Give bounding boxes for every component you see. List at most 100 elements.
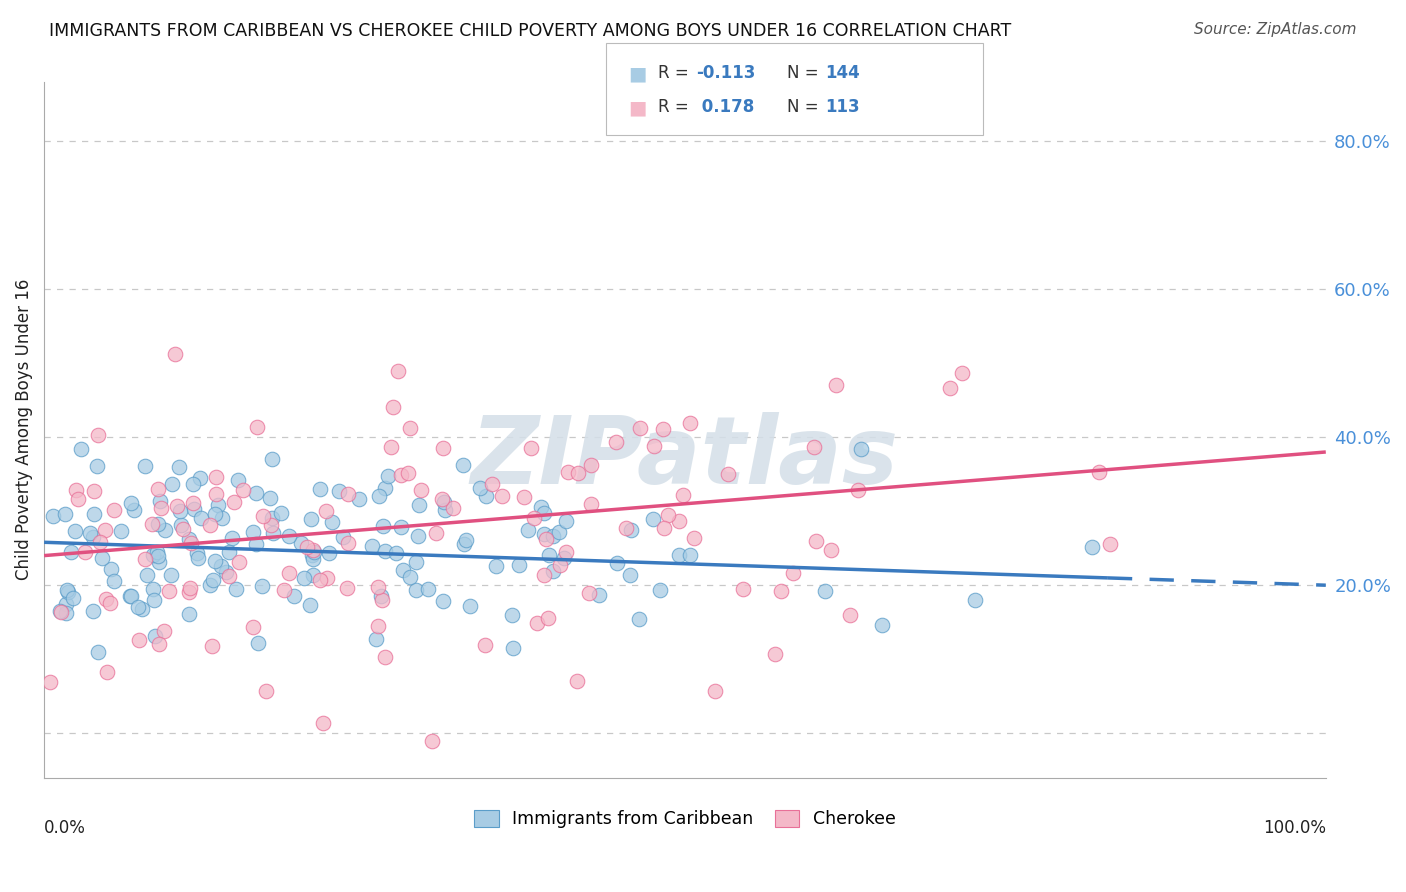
Point <box>221 531 243 545</box>
Text: ■: ■ <box>628 98 647 117</box>
Point <box>153 523 176 537</box>
Point <box>277 529 299 543</box>
Point <box>226 473 249 487</box>
Point <box>142 548 165 562</box>
Point <box>228 555 250 569</box>
Text: -0.113: -0.113 <box>696 64 755 82</box>
Point <box>146 545 169 559</box>
Point <box>82 604 104 618</box>
Point <box>547 525 569 540</box>
Point <box>136 568 159 582</box>
Point <box>628 420 651 434</box>
Point <box>157 584 180 599</box>
Point <box>641 512 664 526</box>
Point <box>89 534 111 549</box>
Point <box>204 507 226 521</box>
Point <box>374 481 396 495</box>
Point <box>49 604 72 618</box>
Point <box>839 607 862 622</box>
Point <box>180 536 202 550</box>
Point <box>508 558 530 572</box>
Point <box>120 589 142 603</box>
Point <box>389 520 412 534</box>
Point <box>299 512 322 526</box>
Point <box>165 347 187 361</box>
Point <box>475 489 498 503</box>
Point <box>160 477 183 491</box>
Point <box>453 537 475 551</box>
Point <box>460 599 482 613</box>
Point <box>302 543 325 558</box>
Point <box>312 716 335 731</box>
Point <box>49 605 72 619</box>
Point <box>371 519 394 533</box>
Point <box>468 482 491 496</box>
Text: R =: R = <box>658 98 695 116</box>
Point <box>370 589 392 603</box>
Point <box>200 518 222 533</box>
Point <box>567 467 589 481</box>
Point <box>211 511 233 525</box>
Point <box>1081 541 1104 555</box>
Point <box>96 591 118 606</box>
Point <box>717 467 740 481</box>
Point <box>87 428 110 442</box>
Point <box>202 573 225 587</box>
Point <box>533 526 555 541</box>
Point <box>65 483 87 497</box>
Point <box>485 558 508 573</box>
Point <box>148 482 170 496</box>
Point <box>207 498 229 512</box>
Point <box>128 633 150 648</box>
Point <box>42 508 65 523</box>
Point <box>678 548 700 562</box>
Text: 113: 113 <box>825 98 860 116</box>
Point <box>374 649 396 664</box>
Point <box>620 523 643 537</box>
Point <box>360 539 382 553</box>
Point <box>328 484 350 499</box>
Point <box>377 469 399 483</box>
Point <box>56 582 79 597</box>
Point <box>332 531 354 545</box>
Point <box>122 503 145 517</box>
Point <box>120 589 142 603</box>
Point <box>209 559 232 574</box>
Point <box>127 600 149 615</box>
Point <box>366 632 388 646</box>
Point <box>134 552 156 566</box>
Point <box>187 551 209 566</box>
Point <box>103 503 125 517</box>
Point <box>142 582 165 596</box>
Point <box>516 524 538 538</box>
Point <box>501 607 523 622</box>
Text: N =: N = <box>787 98 824 116</box>
Point <box>555 514 578 528</box>
Point <box>605 434 627 449</box>
Point <box>315 571 337 585</box>
Point <box>1088 465 1111 479</box>
Point <box>619 567 641 582</box>
Point <box>242 525 264 540</box>
Point <box>242 619 264 633</box>
Point <box>86 459 108 474</box>
Text: 100.0%: 100.0% <box>1263 820 1326 838</box>
Point <box>405 555 427 569</box>
Point <box>159 567 181 582</box>
Point <box>541 529 564 543</box>
Point <box>167 460 190 475</box>
Point <box>179 581 201 595</box>
Point <box>100 562 122 576</box>
Point <box>183 501 205 516</box>
Point <box>73 545 96 559</box>
Point <box>299 598 322 612</box>
Point <box>652 422 675 436</box>
Point <box>380 441 402 455</box>
Point <box>55 606 77 620</box>
Point <box>67 491 90 506</box>
Point <box>83 484 105 499</box>
Point <box>763 648 786 662</box>
Point <box>62 591 84 606</box>
Text: 0.178: 0.178 <box>696 98 754 116</box>
Point <box>177 532 200 546</box>
